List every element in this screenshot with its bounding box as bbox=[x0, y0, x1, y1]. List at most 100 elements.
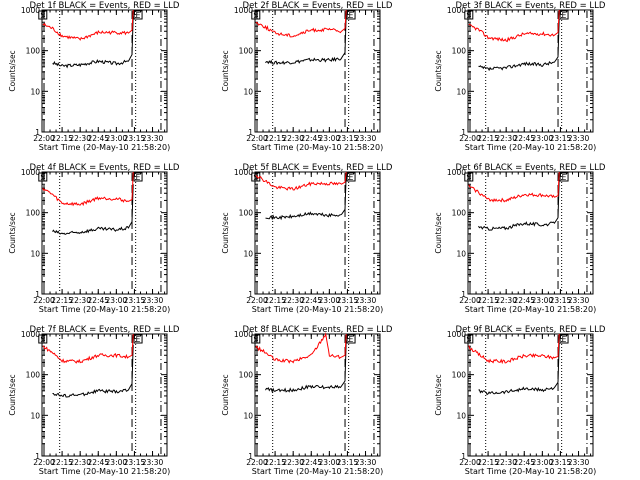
detector-panel-3: Det 3f BLACK = Events, RED = LLD 1 10 100 10… bbox=[434, 1, 606, 152]
x-tick-label: 22:00 bbox=[459, 296, 481, 305]
marker-box bbox=[346, 334, 356, 344]
marker-label-E: E bbox=[562, 11, 567, 20]
x-tick-label: 22:30 bbox=[495, 458, 517, 467]
x-tick-label: 22:30 bbox=[282, 134, 304, 143]
series-line-lld bbox=[42, 171, 134, 207]
marker-label-E: E bbox=[349, 173, 354, 182]
marker-label-E: E bbox=[136, 173, 141, 182]
x-tick-label: 22:45 bbox=[300, 458, 322, 467]
x-tick-label: 23:00 bbox=[532, 458, 554, 467]
x-tick-label: 22:45 bbox=[87, 134, 109, 143]
series-line-lld bbox=[468, 333, 560, 365]
x-axis-label: Start Time (20-May-10 21:58:20) bbox=[465, 467, 596, 476]
y-axis-label: Counts/sec bbox=[221, 50, 230, 91]
x-axis-label: Start Time (20-May-10 21:58:20) bbox=[252, 467, 383, 476]
marker-box bbox=[251, 10, 261, 20]
series-line-events bbox=[265, 173, 347, 221]
x-tick-label: 23:30 bbox=[142, 296, 164, 305]
x-tick-label: 22:30 bbox=[282, 458, 304, 467]
y-tick-label: 10 bbox=[30, 87, 40, 96]
x-tick-label: 22:30 bbox=[69, 134, 91, 143]
series-line-events bbox=[478, 342, 560, 396]
series-line-events bbox=[478, 18, 560, 72]
x-axis-label: Start Time (20-May-10 21:58:20) bbox=[39, 467, 170, 476]
y-tick-label: 1 bbox=[248, 128, 253, 137]
series-line-events bbox=[52, 184, 134, 236]
marker-box bbox=[251, 334, 261, 344]
y-tick-label: 10 bbox=[456, 87, 466, 96]
series-line-events bbox=[265, 340, 347, 394]
x-tick-label: 22:15 bbox=[477, 458, 499, 467]
x-tick-label: 22:00 bbox=[33, 296, 55, 305]
x-tick-label: 23:15 bbox=[550, 296, 572, 305]
x-axis-label: Start Time (20-May-10 21:58:20) bbox=[465, 305, 596, 314]
y-tick-label: 100 bbox=[452, 371, 467, 380]
series-line-events bbox=[52, 16, 134, 69]
series-line-lld bbox=[42, 9, 134, 41]
x-tick-label: 22:15 bbox=[477, 134, 499, 143]
marker-box bbox=[133, 334, 143, 344]
x-tick-label: 22:00 bbox=[459, 458, 481, 467]
series-line-lld bbox=[468, 9, 560, 43]
x-axis-label: Start Time (20-May-10 21:58:20) bbox=[252, 305, 383, 314]
y-tick-label: 100 bbox=[452, 209, 467, 218]
y-tick-label: 1 bbox=[248, 290, 253, 299]
y-tick-label: 1000 bbox=[21, 168, 40, 177]
y-tick-label: 1 bbox=[35, 452, 40, 461]
plot-frame bbox=[467, 171, 594, 295]
x-tick-label: 23:15 bbox=[124, 134, 146, 143]
x-tick-label: 22:00 bbox=[246, 458, 268, 467]
panel-title: Det 4f BLACK = Events, RED = LLD bbox=[30, 163, 180, 173]
marker-box bbox=[464, 10, 474, 20]
x-tick-label: 23:30 bbox=[355, 458, 377, 467]
y-tick-label: 100 bbox=[239, 47, 254, 56]
y-tick-label: 1 bbox=[461, 128, 466, 137]
x-axis-label: Start Time (20-May-10 21:58:20) bbox=[39, 305, 170, 314]
marker-label-S: S bbox=[40, 173, 45, 182]
x-tick-label: 23:00 bbox=[319, 134, 341, 143]
y-tick-label: 10 bbox=[243, 411, 253, 420]
y-tick-label: 1000 bbox=[234, 330, 253, 339]
panel-title: Det 1f BLACK = Events, RED = LLD bbox=[30, 1, 180, 11]
marker-label-E: E bbox=[562, 335, 567, 344]
y-tick-label: 1000 bbox=[234, 6, 253, 15]
x-tick-label: 22:45 bbox=[513, 296, 535, 305]
x-tick-label: 22:15 bbox=[51, 134, 73, 143]
marker-label-S: S bbox=[466, 173, 471, 182]
marker-label-S: S bbox=[40, 335, 45, 344]
marker-box bbox=[559, 10, 569, 20]
marker-box bbox=[346, 172, 356, 182]
x-tick-label: 23:00 bbox=[532, 134, 554, 143]
x-tick-label: 22:00 bbox=[33, 458, 55, 467]
x-tick-label: 22:30 bbox=[282, 296, 304, 305]
panel-title: Det 2f BLACK = Events, RED = LLD bbox=[243, 1, 393, 11]
x-tick-label: 23:15 bbox=[337, 458, 359, 467]
x-tick-label: 22:45 bbox=[87, 458, 109, 467]
x-tick-label: 22:45 bbox=[300, 296, 322, 305]
detector-panel-4: Det 4f BLACK = Events, RED = LLD 1 10 100 10… bbox=[8, 163, 180, 314]
plot-frame bbox=[254, 171, 381, 295]
y-axis-label: Counts/sec bbox=[8, 374, 17, 415]
y-tick-label: 1 bbox=[35, 290, 40, 299]
marker-box bbox=[464, 334, 474, 344]
x-tick-label: 23:15 bbox=[337, 134, 359, 143]
marker-box bbox=[38, 334, 48, 344]
x-tick-label: 23:00 bbox=[319, 296, 341, 305]
marker-label-S: S bbox=[253, 173, 258, 182]
y-tick-label: 10 bbox=[456, 411, 466, 420]
marker-box bbox=[464, 172, 474, 182]
marker-label-S: S bbox=[253, 11, 258, 20]
detector-panel-1: Det 1f BLACK = Events, RED = LLD 1 10 100 10… bbox=[8, 1, 180, 152]
x-tick-label: 23:30 bbox=[568, 296, 590, 305]
x-tick-label: 22:00 bbox=[459, 134, 481, 143]
series-line-lld bbox=[255, 171, 347, 191]
x-tick-label: 22:15 bbox=[51, 296, 73, 305]
y-tick-label: 10 bbox=[30, 411, 40, 420]
x-tick-label: 22:45 bbox=[513, 134, 535, 143]
marker-label-S: S bbox=[253, 335, 258, 344]
panel-title: Det 7f BLACK = Events, RED = LLD bbox=[30, 325, 180, 335]
marker-label-S: S bbox=[40, 11, 45, 20]
x-axis-label: Start Time (20-May-10 21:58:20) bbox=[465, 143, 596, 152]
x-tick-label: 22:15 bbox=[51, 458, 73, 467]
